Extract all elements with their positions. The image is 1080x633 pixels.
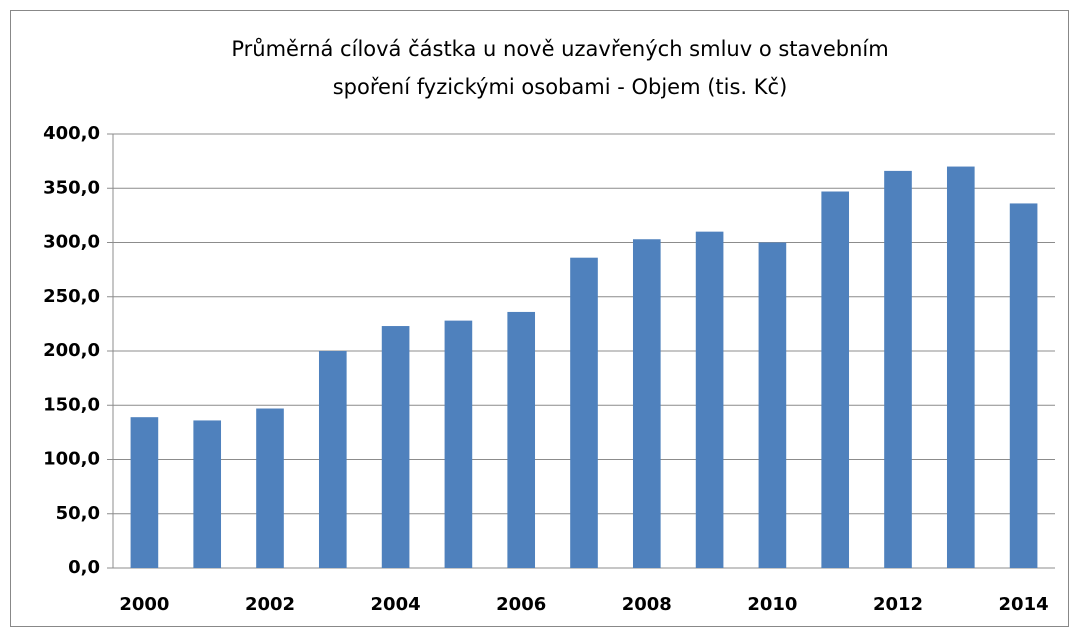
x-tick-label: 2002	[245, 594, 295, 615]
x-tick-label: 2012	[873, 594, 923, 615]
y-tick-label: 350,0	[43, 177, 100, 198]
bar	[570, 257, 598, 568]
bar	[193, 420, 222, 568]
bar	[130, 417, 159, 568]
y-tick-label: 0,0	[68, 557, 100, 578]
x-tick-label: 2000	[119, 594, 169, 615]
x-tick-label: 2006	[496, 594, 546, 615]
bar	[758, 242, 787, 568]
bar	[821, 191, 850, 568]
y-tick-label: 150,0	[43, 394, 100, 415]
y-tick-label: 50,0	[56, 503, 100, 524]
bar	[318, 351, 347, 568]
y-tick-label: 300,0	[43, 232, 100, 253]
y-tick-label: 200,0	[43, 340, 100, 361]
x-tick-label: 2008	[622, 594, 672, 615]
y-tick-label: 400,0	[43, 123, 100, 144]
x-tick-label: 2014	[999, 594, 1049, 615]
bar	[507, 311, 536, 568]
chart-title: spoření fyzickými osobami - Objem (tis. …	[333, 75, 788, 99]
x-tick-label: 2004	[371, 594, 421, 615]
chart-title: Průměrná cílová částka u nově uzavřených…	[231, 37, 888, 61]
bar	[444, 320, 473, 568]
y-tick-label: 250,0	[43, 286, 100, 307]
bar	[884, 170, 912, 568]
bar	[1009, 203, 1038, 568]
bar	[946, 166, 975, 569]
y-tick-label: 100,0	[43, 449, 100, 470]
bar	[632, 239, 661, 568]
bar	[381, 326, 410, 568]
bar	[256, 408, 284, 568]
x-tick-label: 2010	[747, 594, 797, 615]
bar	[695, 231, 724, 568]
